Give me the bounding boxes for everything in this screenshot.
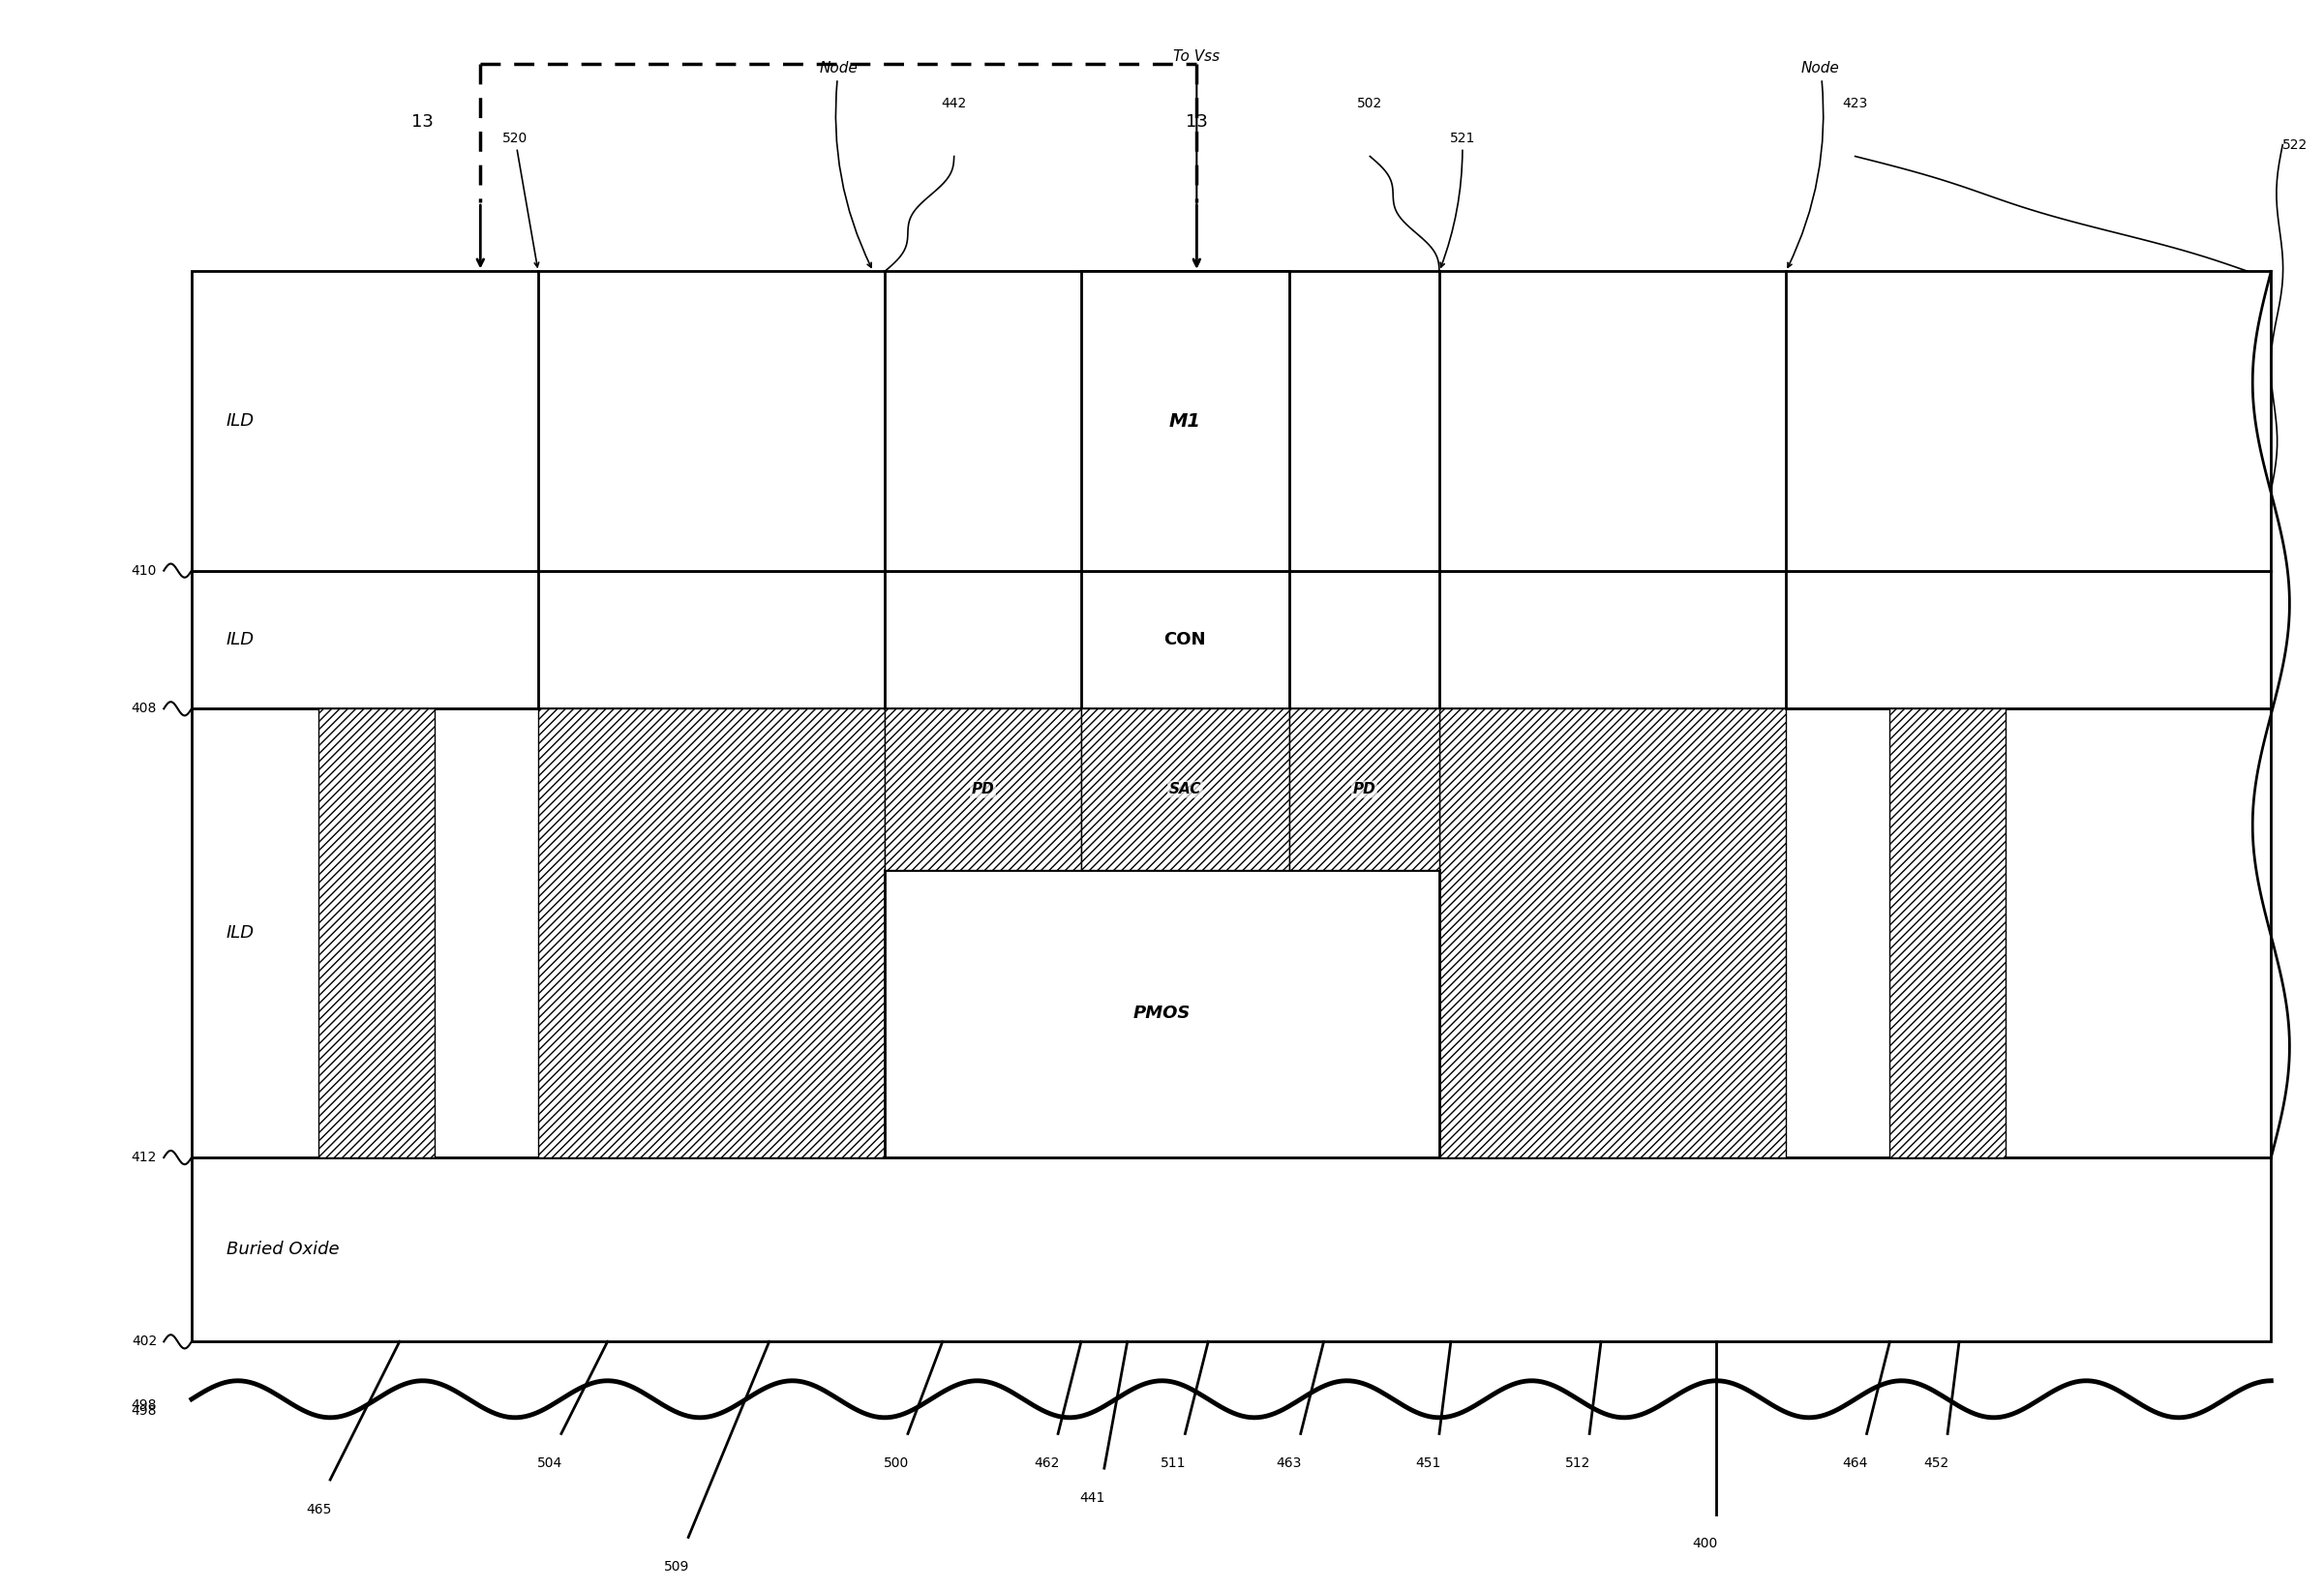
- Text: PMOS: PMOS: [1134, 1005, 1190, 1022]
- Text: 512: 512: [1564, 1456, 1590, 1471]
- Text: 498: 498: [130, 1398, 158, 1412]
- Text: 423: 423: [1843, 97, 1868, 110]
- Text: Node: Node: [1787, 62, 1841, 267]
- Bar: [191, 709, 2271, 1158]
- Text: 402: 402: [132, 1336, 158, 1348]
- Bar: [1290, 709, 1439, 870]
- Text: 520: 520: [502, 132, 539, 267]
- Text: 465: 465: [307, 1503, 332, 1517]
- Text: 412: 412: [132, 1151, 158, 1164]
- Text: 452: 452: [1924, 1456, 1950, 1471]
- Text: 509: 509: [665, 1560, 690, 1574]
- Text: 408: 408: [132, 701, 158, 716]
- Bar: [1439, 709, 1785, 1158]
- Text: 500: 500: [883, 1456, 909, 1471]
- Text: PD: PD: [971, 782, 995, 797]
- Bar: [1889, 709, 2006, 1158]
- Text: 498: 498: [130, 1404, 158, 1417]
- Bar: [318, 709, 435, 1158]
- Bar: [885, 709, 1081, 870]
- Text: 502: 502: [1357, 97, 1383, 110]
- Text: M1: M1: [1169, 412, 1202, 431]
- Text: 442: 442: [941, 97, 967, 110]
- Text: 462: 462: [1034, 1456, 1060, 1471]
- Bar: [1081, 709, 1290, 870]
- Text: 400: 400: [1692, 1538, 1717, 1550]
- Text: 511: 511: [1160, 1456, 1185, 1471]
- Text: CON: CON: [1164, 631, 1206, 649]
- Bar: [191, 571, 2271, 709]
- Text: 504: 504: [537, 1456, 562, 1471]
- Text: SAC: SAC: [1169, 782, 1202, 797]
- Bar: [885, 870, 1439, 1158]
- Text: Node: Node: [820, 62, 872, 267]
- Text: To Vss: To Vss: [1174, 49, 1220, 64]
- Bar: [191, 272, 2271, 571]
- Text: 410: 410: [132, 564, 158, 577]
- Text: 13: 13: [1185, 113, 1208, 130]
- Bar: [539, 709, 885, 1158]
- Text: 521: 521: [1441, 132, 1476, 267]
- Text: 451: 451: [1415, 1456, 1441, 1471]
- Text: 441: 441: [1081, 1491, 1106, 1504]
- Bar: [191, 1158, 2271, 1342]
- Text: Buried Oxide: Buried Oxide: [225, 1240, 339, 1258]
- Text: PD: PD: [1353, 782, 1376, 797]
- Bar: [1081, 272, 1290, 571]
- Text: 464: 464: [1843, 1456, 1868, 1471]
- Text: ILD: ILD: [225, 631, 253, 649]
- Text: ILD: ILD: [225, 924, 253, 941]
- Text: 463: 463: [1276, 1456, 1301, 1471]
- Text: ILD: ILD: [225, 412, 253, 429]
- Bar: [1081, 571, 1290, 709]
- Text: 13: 13: [411, 113, 435, 130]
- Text: 522: 522: [2282, 138, 2308, 151]
